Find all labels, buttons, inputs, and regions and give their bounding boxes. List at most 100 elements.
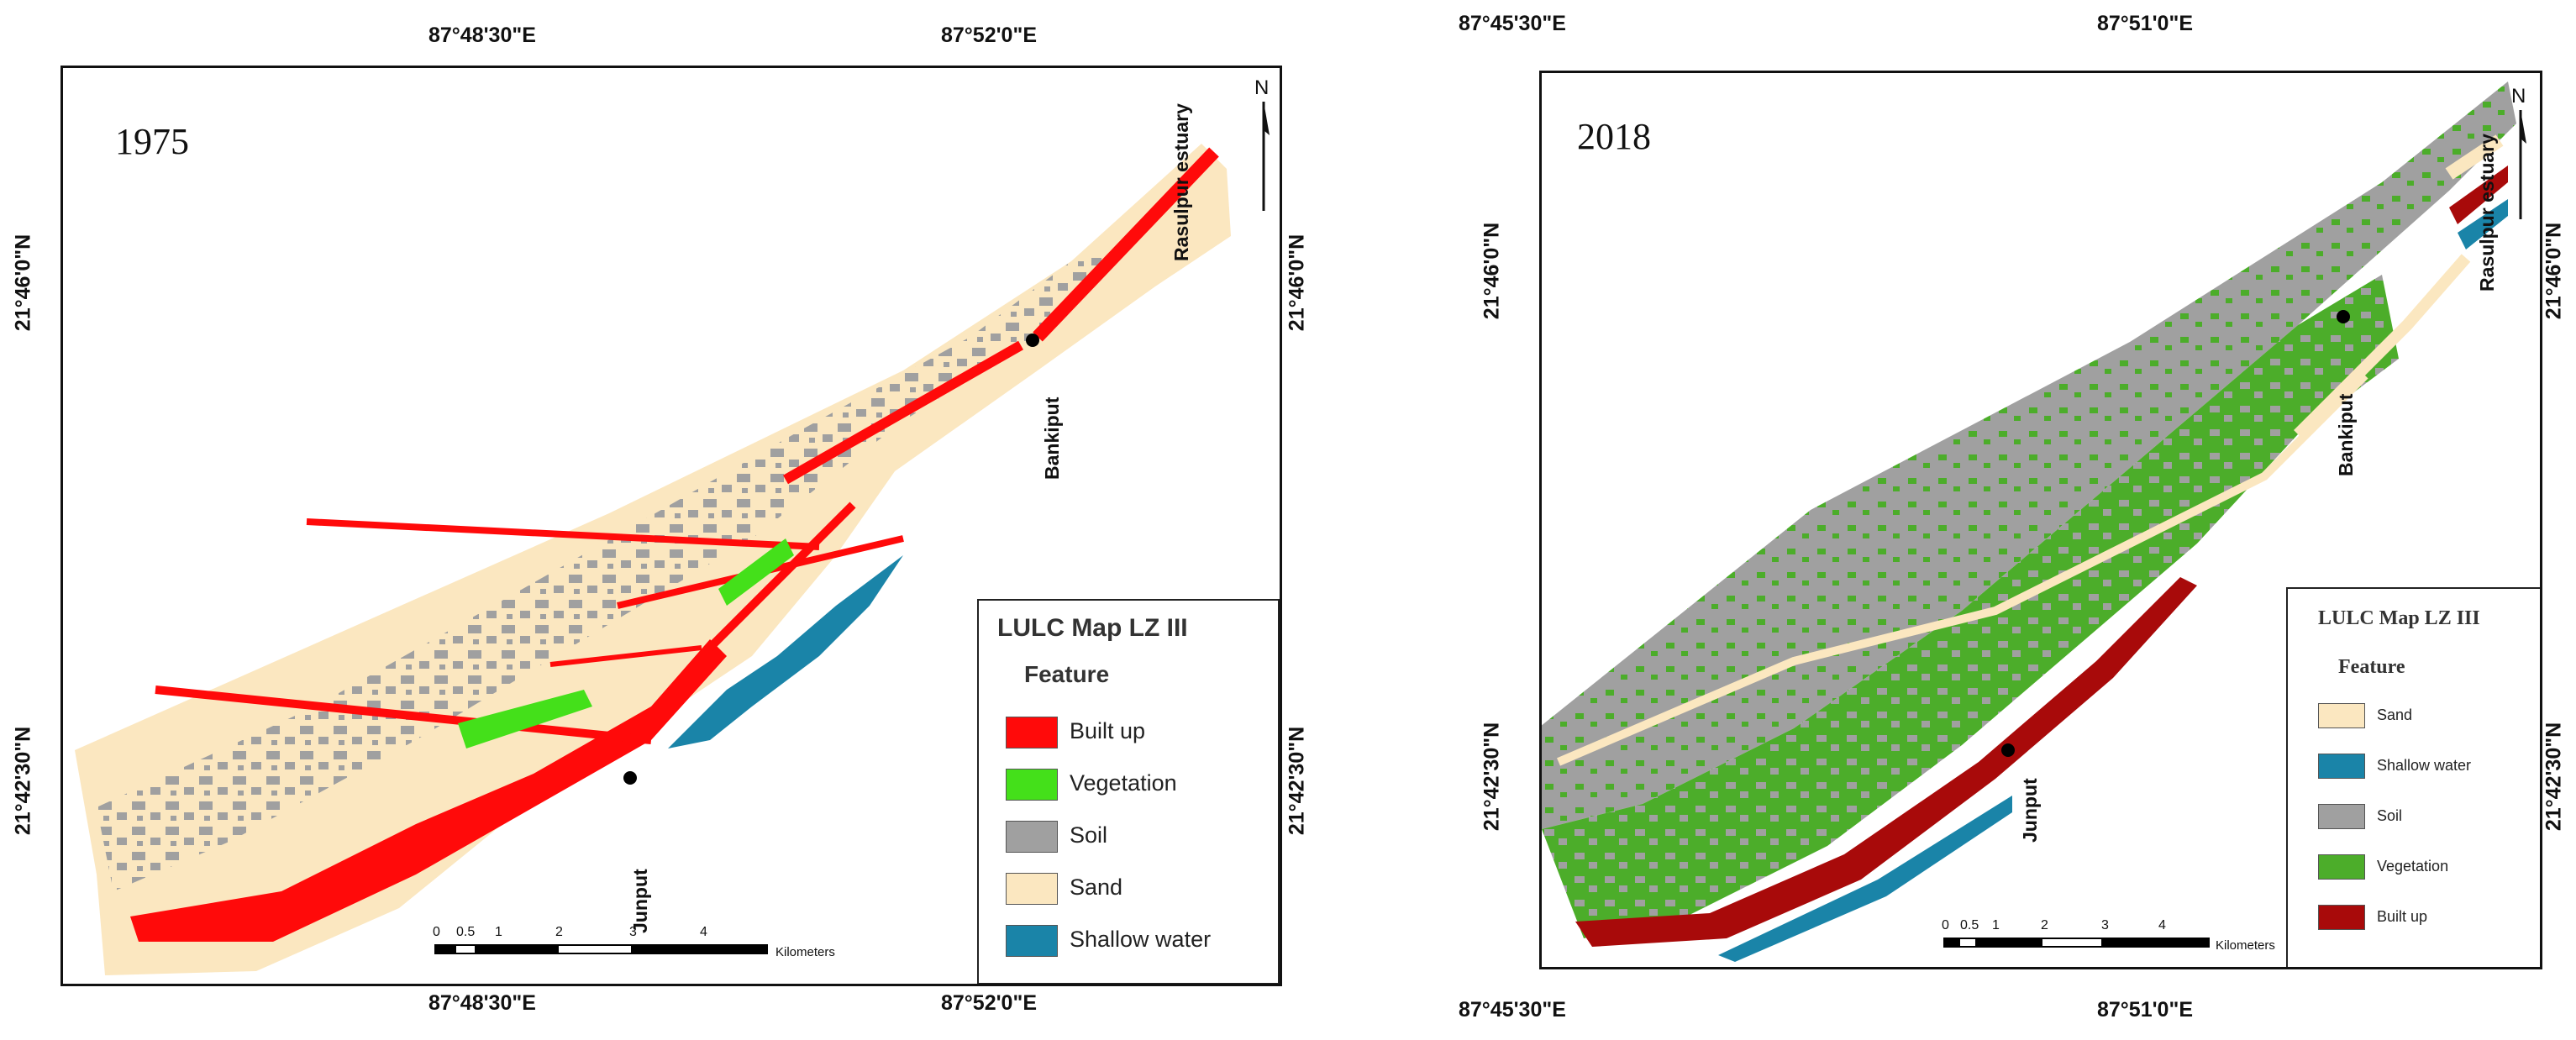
legend-label: Built up [1070, 718, 1146, 743]
legend-label: Built up [2377, 908, 2428, 925]
top-coord-2: 87°51'0"E [2097, 12, 2193, 35]
legend-label: Shallow water [2377, 757, 2472, 774]
north-arrow: N [1251, 76, 1276, 211]
map-frame[interactable]: 2018 Rasulpur estuary Bankiput Junput N … [1539, 71, 2542, 969]
legend-item: Vegetation [1006, 769, 1275, 801]
right-coord-1: 21°46'0"N [1285, 234, 1309, 332]
legend-label: Vegetation [2377, 858, 2449, 875]
scale-tick: 4 [700, 925, 707, 939]
place-bankiput: Bankiput [1041, 397, 1063, 480]
legend-subtitle: Feature [1024, 661, 1110, 687]
scale-tick: 0 [433, 925, 440, 939]
north-arrow-icon [2519, 110, 2526, 219]
legend-swatch [2318, 804, 2365, 829]
bottom-coord-1: 87°48'30"E [428, 991, 536, 1015]
map-year: 2018 [1577, 116, 1651, 157]
legend-swatch [1006, 769, 1058, 801]
soil-area [1542, 81, 2516, 829]
legend-label: Vegetation [1070, 770, 1177, 796]
builtup-top [2449, 165, 2508, 224]
lulc-map-2018 [1542, 81, 2516, 962]
legend-item: Built up [1006, 717, 1275, 748]
scale-bar: 0 0.5 1 2 3 4 Kilometers [433, 925, 870, 967]
bankiput-marker[interactable] [2337, 310, 2350, 323]
scale-bar-graphic [1943, 938, 2210, 948]
legend-swatch [2318, 854, 2365, 880]
builtup-road-3 [783, 340, 1023, 485]
legend-item: Shallow water [2318, 754, 2537, 784]
bottom-coord-1: 87°45'30"E [1459, 998, 1566, 1022]
legend-label: Sand [2377, 706, 2413, 723]
scale-tick: 1 [495, 925, 502, 939]
junput-marker[interactable] [2001, 743, 2015, 757]
place-junput: Junput [2019, 778, 2041, 843]
map-year: 1975 [115, 121, 189, 162]
left-coord-1: 21°46'0"N [11, 234, 35, 332]
left-coord-2: 21°42'30"N [1480, 722, 1504, 832]
right-coord-2: 21°42'30"N [1285, 726, 1309, 836]
builtup-road-7 [549, 645, 702, 667]
legend-item: Shallow water [1006, 925, 1275, 957]
scale-tick: 0 [1942, 918, 1949, 932]
legend-title: LULC Map LZ III [997, 614, 1188, 642]
shallow-water [1718, 796, 2012, 962]
map-frame[interactable]: 1975 Rasulpur estuary Bankiput Junput N … [60, 66, 1282, 986]
scale-unit: Kilometers [2216, 938, 2275, 953]
scale-tick: 3 [2101, 918, 2109, 932]
scale-bar-graphic [434, 944, 768, 954]
map-2018: 87°45'30"E 87°51'0"E [1378, 0, 2576, 1040]
left-coord-2: 21°42'30"N [11, 726, 35, 836]
vegetation-area [1542, 275, 2399, 938]
scale-tick: 0.5 [1960, 918, 1979, 932]
builtup-road-2 [306, 518, 820, 550]
scale-tick: 3 [629, 925, 637, 939]
junput-marker[interactable] [623, 771, 637, 785]
builtup-road-4 [1033, 147, 1219, 342]
place-bankiput: Bankiput [2335, 393, 2357, 476]
legend-label: Soil [2377, 807, 2403, 824]
legend-item: Vegetation [2318, 854, 2537, 885]
scale-unit: Kilometers [775, 945, 835, 959]
north-arrow: N [2508, 85, 2533, 219]
north-label: N [1254, 76, 1270, 99]
legend-item: Soil [1006, 821, 1275, 853]
legend-item: Soil [2318, 804, 2537, 834]
scale-tick: 2 [2041, 918, 2048, 932]
top-coord-1: 87°45'30"E [1459, 12, 1566, 35]
legend-label: Shallow water [1070, 927, 1212, 952]
legend-swatch [1006, 717, 1058, 748]
scale-tick: 2 [555, 925, 563, 939]
map-1975: 87°48'30"E 87°52'0"E [11, 24, 1309, 1015]
bottom-coord-2: 87°51'0"E [2097, 998, 2193, 1022]
bankiput-marker[interactable] [1026, 334, 1039, 347]
legend-label: Sand [1070, 875, 1123, 900]
place-rasulpur: Rasulpur estuary [2476, 134, 2498, 292]
top-coord-2: 87°52'0"E [941, 24, 1037, 47]
place-rasulpur: Rasulpur estuary [1170, 103, 1192, 261]
legend-item: Sand [2318, 703, 2537, 733]
scale-tick: 4 [2158, 918, 2166, 932]
soil-area [97, 253, 1122, 891]
frame-gap [1542, 73, 1710, 78]
north-arrow-icon [1262, 102, 1270, 211]
legend: LULC Map LZ III Feature Built up Vegetat… [977, 599, 1280, 984]
legend-swatch [1006, 925, 1058, 957]
right-coord-1: 21°46'0"N [2542, 222, 2566, 320]
legend-swatch [2318, 703, 2365, 728]
builtup-road-6 [698, 502, 856, 659]
bottom-coord-2: 87°52'0"E [941, 991, 1037, 1015]
lulc-map-1975 [75, 144, 1231, 975]
shallow-water-2 [2458, 199, 2508, 249]
legend-item: Sand [1006, 873, 1275, 905]
left-coord-1: 21°46'0"N [1480, 222, 1504, 320]
legend-item: Built up [2318, 905, 2537, 935]
legend-swatch [2318, 905, 2365, 930]
north-label: N [2511, 85, 2526, 108]
legend-swatch [1006, 821, 1058, 853]
legend-label: Soil [1070, 822, 1108, 848]
legend-title: LULC Map LZ III [2318, 607, 2480, 629]
scale-tick: 0.5 [456, 925, 476, 939]
legend-swatch [1006, 873, 1058, 905]
right-coord-2: 21°42'30"N [2542, 722, 2566, 832]
place-junput: Junput [629, 869, 651, 933]
